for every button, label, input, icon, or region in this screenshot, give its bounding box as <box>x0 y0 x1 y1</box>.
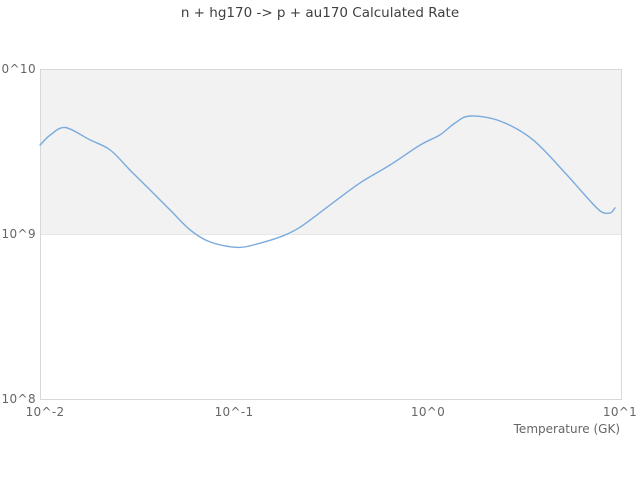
x-tick-label-1e-2: 10^-2 <box>25 405 65 419</box>
y-tick-label-1e8: 10^8 <box>1 392 36 406</box>
x-axis-title: Temperature (GK) <box>513 422 620 436</box>
log-decade-band <box>40 69 622 234</box>
x-tick-label-1e-1: 10^-1 <box>214 405 254 419</box>
plot-border <box>40 69 622 400</box>
chart-title: n + hg170 -> p + au170 Calculated Rate <box>180 5 460 21</box>
x-tick-label-1e1: 10^1 <box>602 405 638 419</box>
y-tick-label-1e10: 10^10 <box>0 62 36 76</box>
rate-curve-line <box>39 115 616 249</box>
x-tick-label-1e0: 10^0 <box>410 405 446 419</box>
y-tick-label-1e9: 10^9 <box>1 227 36 241</box>
